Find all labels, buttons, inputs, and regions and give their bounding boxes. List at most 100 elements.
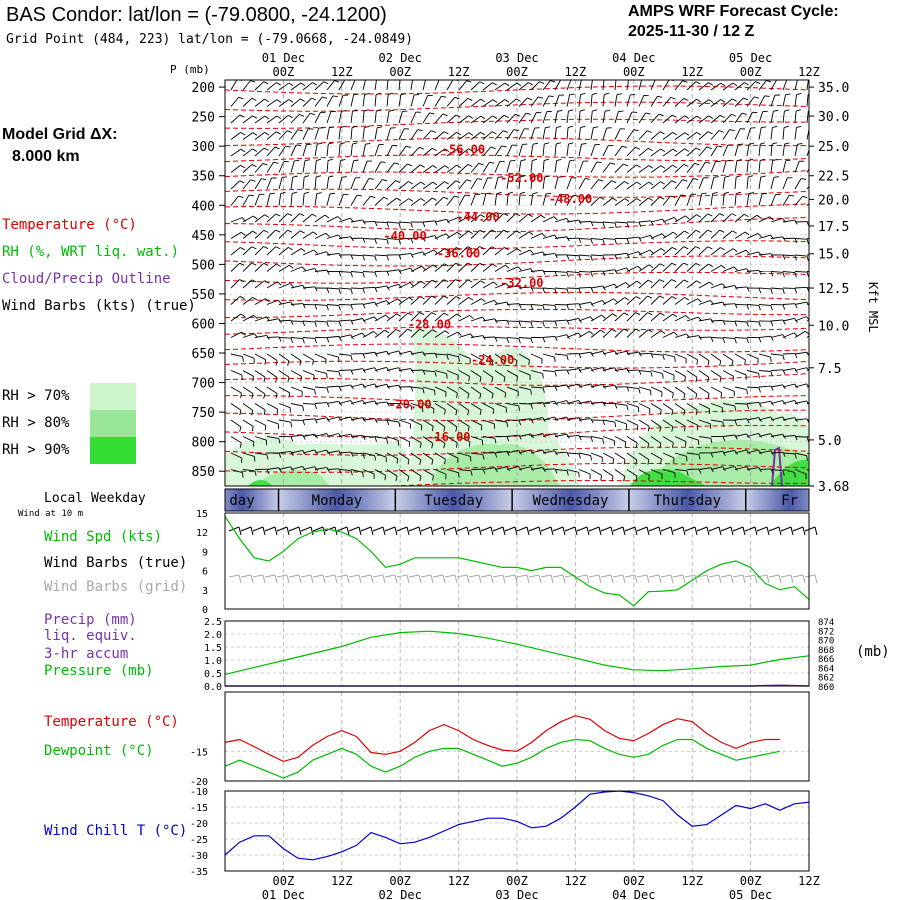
wind-barb-flag [569, 159, 575, 162]
grid-wind-barb [744, 574, 756, 578]
grid-wind-barb-flag [694, 574, 698, 584]
wind-barb-flag [467, 426, 470, 432]
true-wind-barb [732, 526, 744, 532]
wind-barb [278, 353, 290, 362]
wind-barb [302, 82, 313, 91]
wind-barb [722, 160, 727, 173]
weekday-cell [278, 489, 396, 511]
wind-barb-flag [722, 436, 726, 442]
wind-barb [362, 383, 375, 388]
wind-barb [734, 370, 747, 376]
wind-barb [386, 298, 398, 305]
wind-barb [338, 160, 341, 173]
rh-region [630, 468, 705, 486]
wind-barb-flag [494, 452, 498, 458]
wind-barb [650, 279, 660, 289]
wind-barb [566, 303, 580, 305]
wind-barb-flag [695, 262, 701, 266]
wind-barb [578, 351, 591, 355]
true-wind-barb [672, 526, 684, 532]
wind-barb [446, 469, 459, 474]
wind-barb [494, 301, 507, 305]
wind-barb [386, 238, 400, 240]
wind-barb-flag [745, 249, 750, 255]
wind-barb [722, 403, 735, 407]
wind-barb-flag [720, 392, 723, 398]
wind-barb [278, 193, 282, 206]
wind-barb-flag [520, 175, 526, 178]
wind-barb [482, 229, 492, 239]
wind-barb [518, 286, 531, 289]
wind-barb [326, 370, 339, 373]
grid-wind-barb-flag [514, 574, 518, 584]
wind-barb [374, 94, 377, 107]
wind-barb-flag [566, 272, 569, 278]
wind-barb [350, 160, 355, 173]
wind-barb [386, 436, 399, 441]
wind-barb [674, 315, 686, 322]
wind-barb [230, 296, 241, 305]
wind-barb [446, 370, 459, 376]
isotherm-line [225, 85, 809, 95]
pressure-tick-label: 450 [192, 229, 215, 244]
wind-barb [506, 144, 513, 157]
wind-barb [350, 417, 363, 421]
wind-barb [746, 353, 759, 360]
wind-barb-flag [670, 195, 676, 198]
true-wind-barb [468, 526, 480, 532]
wind-barb-flag [341, 110, 347, 112]
wind-barb-flag [638, 388, 641, 394]
wind-barb-flag [600, 329, 606, 334]
wind-barb [290, 449, 303, 454]
grid-wind-barb-flag [490, 574, 494, 584]
rh-region [430, 444, 560, 486]
wind-barb-flag [719, 229, 725, 233]
wind-barb-flag [408, 181, 413, 185]
wind-barb [242, 164, 253, 173]
wind-barb [302, 144, 307, 157]
wind-barb [314, 214, 326, 223]
true-wind-barb [384, 526, 396, 532]
wind-barb [626, 236, 639, 239]
true-wind-barb [288, 526, 300, 532]
wind-barb [638, 249, 651, 256]
wind-barb [602, 452, 614, 460]
bottom-date-label: 02 Dec [379, 888, 422, 900]
wind-barb [782, 219, 795, 223]
wind-barb-flag [290, 436, 294, 442]
wind-barb [638, 295, 648, 305]
wind-barb [554, 95, 560, 107]
wind-barb-flag [530, 403, 533, 409]
wind-barb-flag [516, 98, 521, 102]
wind-barb [362, 178, 370, 190]
wind-barb-flag [647, 312, 653, 316]
wind-barb [554, 194, 560, 206]
wind-barb [434, 113, 444, 124]
wind-barb-flag [708, 115, 714, 119]
wind-barb-flag [720, 99, 726, 103]
wind-barb-flag [419, 442, 422, 448]
wind-barb [434, 96, 442, 107]
wind-barb-flag [362, 472, 364, 478]
grid-wind-barb [444, 574, 456, 578]
grid-wind-barb [504, 574, 516, 578]
legend-rh: RH (%, WRT liq. wat.) [2, 244, 180, 260]
wind-barb-flag [723, 191, 730, 194]
wind-barb-flag [386, 401, 390, 407]
bottom-date-label: 05 Dec [729, 888, 772, 900]
wind-barb [482, 419, 495, 425]
wind-barb [338, 194, 344, 206]
grid-wind-barb-flag [238, 574, 242, 584]
wind-barb [506, 193, 509, 206]
panel-frame [224, 691, 810, 782]
wind-barb-flag [430, 130, 436, 133]
wind-barb-flag [601, 314, 606, 319]
wind-barb [614, 297, 625, 305]
wind-barb-flag [297, 129, 303, 132]
wind-barb [554, 177, 559, 190]
wind-barb [398, 368, 411, 371]
wind-barb [242, 314, 254, 322]
wind-barb [782, 383, 795, 388]
wind-barb [794, 383, 807, 388]
wind-barb-flag [443, 279, 449, 283]
